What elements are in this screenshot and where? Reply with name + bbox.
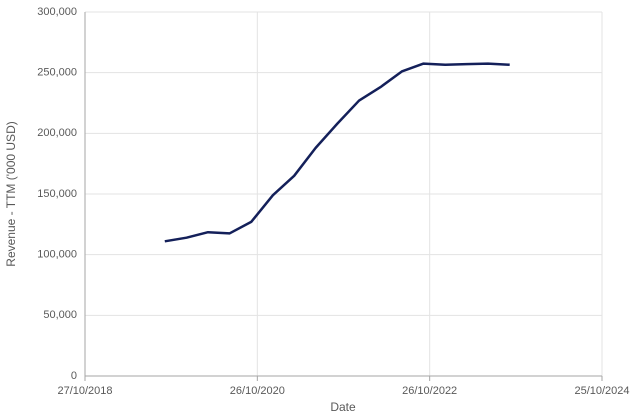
- data-line: [164, 62, 510, 243]
- y-tick-label: 300,000: [37, 6, 77, 18]
- x-tick-label: 27/10/2018: [57, 385, 112, 397]
- y-axis-label: Revenue - TTM ('000 USD): [4, 121, 18, 266]
- y-tick-label: 200,000: [37, 127, 77, 139]
- y-tick-label: 150,000: [37, 188, 77, 200]
- x-tick-label: 25/10/2024: [574, 385, 629, 397]
- y-tick-label: 250,000: [37, 67, 77, 79]
- y-tick-label: 100,000: [37, 249, 77, 261]
- x-axis-label: Date: [330, 400, 356, 414]
- x-tick-label: 26/10/2020: [230, 385, 285, 397]
- y-tick-label: 0: [71, 370, 77, 382]
- x-tick-label: 26/10/2022: [402, 385, 457, 397]
- y-tick-label: 50,000: [43, 309, 77, 321]
